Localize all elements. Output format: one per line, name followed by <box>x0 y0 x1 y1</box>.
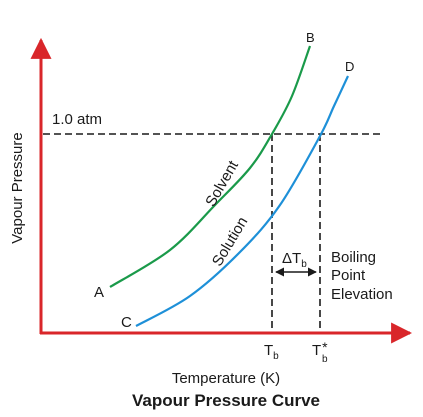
series-line-solvent <box>109 45 312 288</box>
reference-line-label: 1.0 atm <box>52 111 102 128</box>
annotation-line-1: Boiling <box>331 249 376 266</box>
point-label-a: A <box>94 284 104 301</box>
x-tick-tbstar-sup: * <box>322 339 328 355</box>
x-axis-label: Temperature (K) <box>172 370 280 387</box>
x-tick-tbstar-sub: b <box>322 354 328 365</box>
chart-title: Vapour Pressure Curve <box>132 391 320 410</box>
annotation-line-2: Point <box>331 267 366 284</box>
point-label-c: C <box>121 314 132 331</box>
point-label-d: D <box>345 59 354 74</box>
annotation-line-3: Elevation <box>331 286 393 303</box>
series-line-solution <box>135 75 349 327</box>
x-tick-label-tb: Tb <box>264 342 279 362</box>
delta-tb-label: ΔTb <box>282 250 307 270</box>
y-axis-label: Vapour Pressure <box>9 132 26 243</box>
delta-tb-main: ΔT <box>282 250 301 267</box>
x-tick-label-tb-star: T* b <box>312 339 328 365</box>
point-label-b: B <box>306 30 315 45</box>
delta-tb-sub: b <box>301 259 307 270</box>
x-tick-tb-sub: b <box>273 351 279 362</box>
x-tick-tbstar-main: T <box>312 342 321 359</box>
x-tick-tb-main: T <box>264 342 273 359</box>
